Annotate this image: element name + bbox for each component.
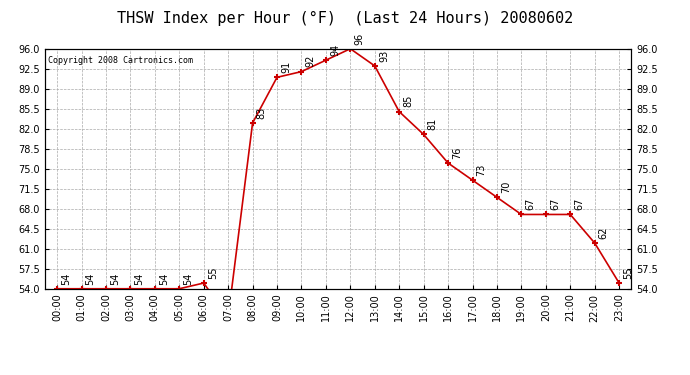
Text: 83: 83	[257, 106, 267, 119]
Text: 67: 67	[574, 198, 584, 210]
Text: 96: 96	[355, 32, 364, 45]
Text: 54: 54	[159, 272, 169, 285]
Text: 70: 70	[501, 181, 511, 193]
Text: 76: 76	[452, 147, 462, 159]
Text: 54: 54	[110, 272, 120, 285]
Text: 93: 93	[379, 50, 389, 62]
Text: 67: 67	[526, 198, 535, 210]
Text: 55: 55	[208, 266, 218, 279]
Text: 54: 54	[86, 272, 96, 285]
Text: 55: 55	[623, 266, 633, 279]
Text: 85: 85	[404, 95, 413, 108]
Text: 67: 67	[550, 198, 560, 210]
Text: 73: 73	[477, 164, 486, 176]
Text: 92: 92	[306, 55, 315, 68]
Text: 91: 91	[281, 61, 291, 73]
Text: 54: 54	[135, 272, 144, 285]
Text: 54: 54	[61, 272, 71, 285]
Text: 94: 94	[330, 44, 340, 56]
Text: 49: 49	[0, 374, 1, 375]
Text: Copyright 2008 Cartronics.com: Copyright 2008 Cartronics.com	[48, 56, 193, 65]
Text: 62: 62	[599, 226, 609, 239]
Text: THSW Index per Hour (°F)  (Last 24 Hours) 20080602: THSW Index per Hour (°F) (Last 24 Hours)…	[117, 11, 573, 26]
Text: 81: 81	[428, 118, 437, 130]
Text: 54: 54	[184, 272, 193, 285]
